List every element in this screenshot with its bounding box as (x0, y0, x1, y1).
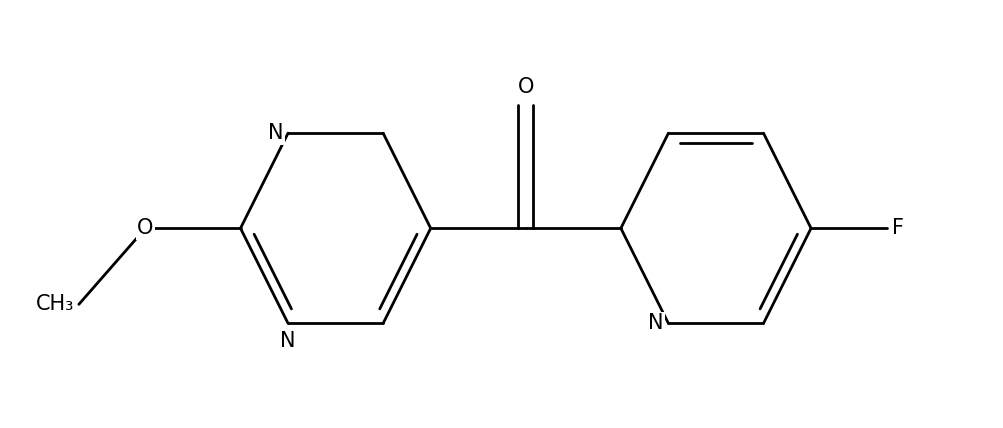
Text: N: N (268, 123, 283, 143)
Text: N: N (648, 313, 663, 333)
Text: O: O (137, 218, 153, 238)
Text: CH₃: CH₃ (36, 294, 74, 314)
Text: F: F (891, 218, 903, 238)
Text: O: O (518, 77, 534, 97)
Text: N: N (280, 331, 296, 351)
